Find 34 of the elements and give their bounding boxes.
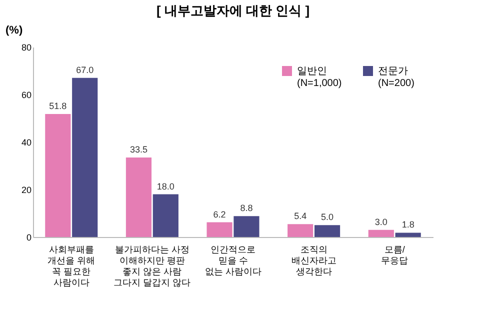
legend-label: 일반인 (N=1,000) [297, 66, 342, 89]
y-tick-label: 40 [21, 138, 32, 148]
y-axis-title: (%) [6, 24, 23, 36]
y-tick-label: 60 [21, 90, 32, 100]
bar [126, 157, 152, 237]
bar [45, 114, 71, 237]
bar [368, 230, 394, 237]
data-label: 8.8 [240, 203, 253, 214]
chart-title: [ 내부고발자에 대한 인식 ] [156, 3, 310, 18]
data-label: 33.5 [130, 144, 148, 154]
data-label: 5.0 [321, 212, 334, 222]
bar [72, 78, 98, 237]
bar [395, 232, 421, 237]
x-tick-label: 조직의 배신자라고 생각한다 [291, 244, 336, 276]
y-tick-label: 20 [21, 185, 32, 195]
data-label: 3.0 [374, 216, 388, 227]
bar [152, 194, 178, 237]
data-label: 5.4 [294, 211, 307, 222]
x-tick-label: 인간적으로 믿을 수 없는 사람이다 [204, 244, 262, 276]
data-label: 1.8 [402, 220, 414, 230]
bar [234, 216, 260, 237]
legend-label: 전문가 (N=200) [378, 66, 414, 89]
y-tick-label: 80 [21, 42, 32, 52]
data-label: 18.0 [156, 181, 174, 192]
y-tick-label: 0 [26, 232, 32, 242]
data-label: 6.2 [213, 209, 226, 220]
x-tick-label: 모름/ 무응답 [381, 244, 408, 266]
data-label: 67.0 [76, 64, 94, 75]
x-tick-label: 사회부패를 개선을 위해 꼭 필요한 사람이다 [48, 244, 96, 288]
bar [206, 222, 232, 237]
data-label: 51.8 [49, 100, 67, 111]
x-tick-label: 불가피하다는 사정 이해하지만 평판 좋지 않은 사람 그다지 달갑지 않다 [114, 244, 191, 288]
bar [288, 224, 314, 237]
bar [314, 225, 340, 237]
